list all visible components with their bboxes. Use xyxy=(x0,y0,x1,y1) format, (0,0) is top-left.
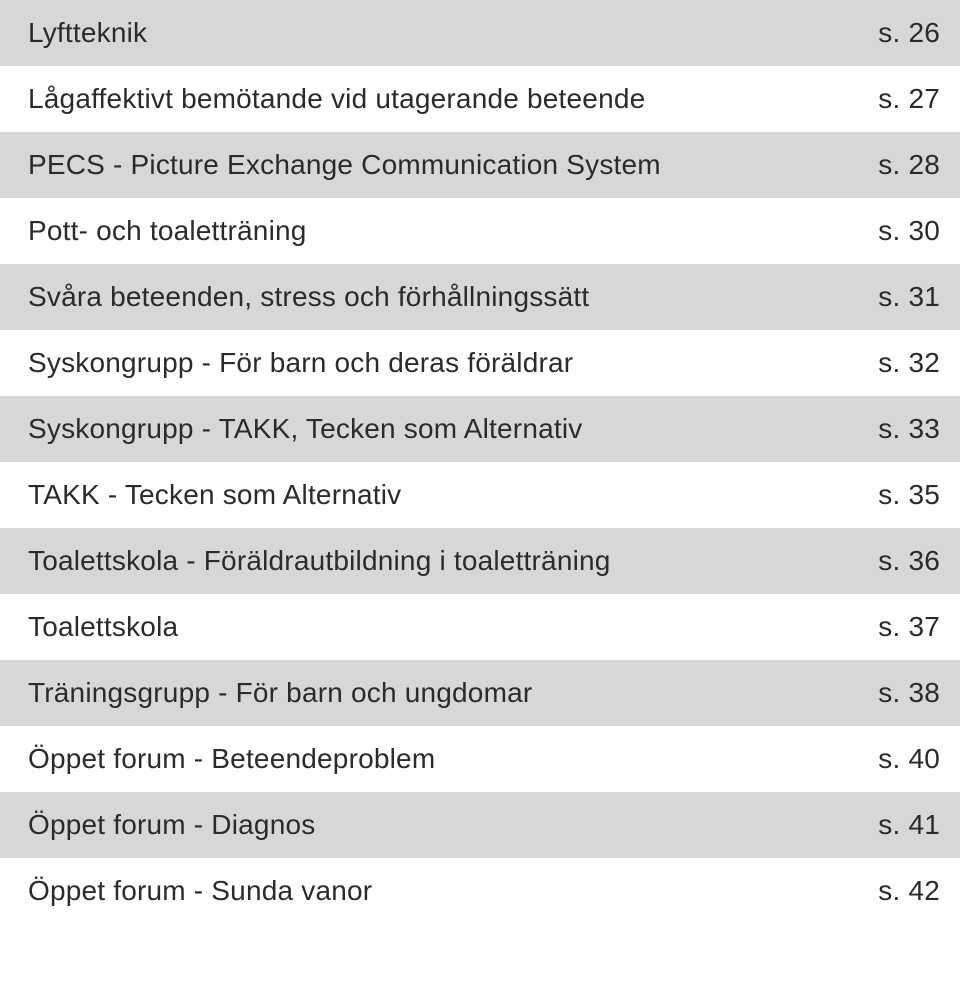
table-row: Syskongrupp - TAKK, Tecken som Alternati… xyxy=(0,396,960,462)
toc-page-number: s. 38 xyxy=(878,677,940,709)
table-row: Toalettskola - Föräldrautbildning i toal… xyxy=(0,528,960,594)
toc-page-number: s. 42 xyxy=(878,875,940,907)
table-row: TAKK - Tecken som Alternativ s. 35 xyxy=(0,462,960,528)
toc-page: Lyftteknik s. 26 Lågaffektivt bemötande vi… xyxy=(0,0,960,990)
table-row: Träningsgrupp - För barn och ungdomar s. … xyxy=(0,660,960,726)
table-row: Öppet forum - Beteendeproblem s. 40 xyxy=(0,726,960,792)
table-row: Lyftteknik s. 26 xyxy=(0,0,960,66)
toc-page-number: s. 28 xyxy=(878,149,940,181)
toc-page-number: s. 32 xyxy=(878,347,940,379)
toc-label: Lågaffektivt bemötande vid utagerande be… xyxy=(28,83,645,115)
table-row: Öppet forum - Diagnos s. 41 xyxy=(0,792,960,858)
toc-label: Lyftteknik xyxy=(28,17,147,49)
toc-page-number: s. 35 xyxy=(878,479,940,511)
toc-page-number: s. 41 xyxy=(878,809,940,841)
table-row: Svåra beteenden, stress och förhållnings… xyxy=(0,264,960,330)
toc-label: Svåra beteenden, stress och förhållnings… xyxy=(28,281,589,313)
toc-label: Träningsgrupp - För barn och ungdomar xyxy=(28,677,532,709)
table-row: Syskongrupp - För barn och deras föräldr… xyxy=(0,330,960,396)
toc-label: Öppet forum - Diagnos xyxy=(28,809,315,841)
table-row: Öppet forum - Sunda vanor s. 42 xyxy=(0,858,960,924)
toc-page-number: s. 37 xyxy=(878,611,940,643)
toc-page-number: s. 30 xyxy=(878,215,940,247)
table-row: Pott- och toaletträning s. 30 xyxy=(0,198,960,264)
toc-label: Syskongrupp - För barn och deras föräldr… xyxy=(28,347,573,379)
toc-label: PECS - Picture Exchange Communication Sy… xyxy=(28,149,661,181)
toc-label: Syskongrupp - TAKK, Tecken som Alternati… xyxy=(28,413,582,445)
toc-label: Öppet forum - Beteendeproblem xyxy=(28,743,435,775)
toc-page-number: s. 33 xyxy=(878,413,940,445)
toc-page-number: s. 36 xyxy=(878,545,940,577)
table-row: Toalettskola s. 37 xyxy=(0,594,960,660)
toc-label: Pott- och toaletträning xyxy=(28,215,307,247)
toc-label: Toalettskola xyxy=(28,611,178,643)
toc-page-number: s. 27 xyxy=(878,83,940,115)
table-row: PECS - Picture Exchange Communication Sy… xyxy=(0,132,960,198)
toc-page-number: s. 40 xyxy=(878,743,940,775)
table-row: Lågaffektivt bemötande vid utagerande be… xyxy=(0,66,960,132)
toc-label: Öppet forum - Sunda vanor xyxy=(28,875,372,907)
toc-label: TAKK - Tecken som Alternativ xyxy=(28,479,401,511)
toc-page-number: s. 26 xyxy=(878,17,940,49)
toc-label: Toalettskola - Föräldrautbildning i toal… xyxy=(28,545,611,577)
toc-page-number: s. 31 xyxy=(878,281,940,313)
